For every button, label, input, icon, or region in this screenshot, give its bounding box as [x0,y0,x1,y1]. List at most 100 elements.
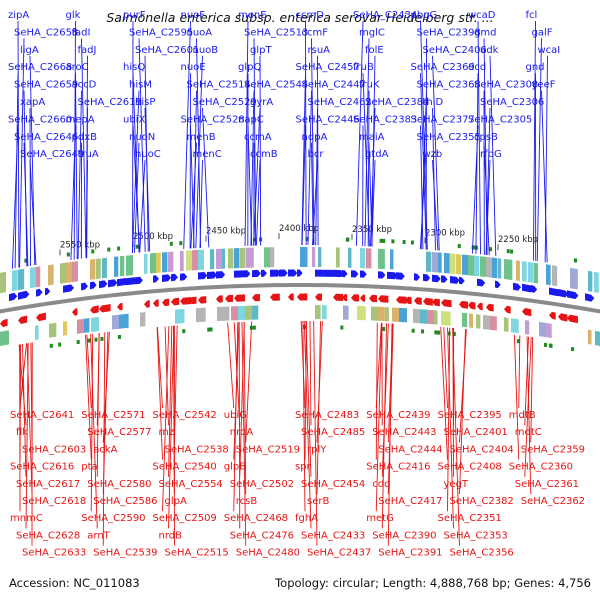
kbp-tick-label: 2250 kbp [498,235,538,245]
forward-gene-arrow [288,269,298,277]
rna-mark [107,247,111,252]
forward-gene-label: gtdA [365,149,389,160]
reverse-gene-arrow [396,296,407,304]
reverse-gene-arrow [252,294,260,302]
forward-gene-label: menE [238,10,267,21]
reverse-label-leader [530,337,534,443]
reverse-cog-block [476,314,481,329]
forward-gene-arrow [117,278,129,287]
forward-cog-block [486,256,494,278]
forward-gene-label: hisQ [123,62,145,73]
forward-gene-arrow [270,269,281,277]
rna-mark [346,237,350,242]
reverse-cog-block [413,308,421,324]
forward-gene-label: mglC [359,27,385,38]
forward-gene-arrow [297,269,303,277]
reverse-gene-label: SeHA_C2603 [22,444,86,455]
forward-gene-label: SeHA_C2355 [417,132,481,143]
reverse-label-leader [375,322,383,512]
reverse-gene-label: SeHA_C2401 [444,427,508,438]
forward-cog-block [96,258,101,279]
forward-gene-label: fruB [353,62,374,73]
forward-gene-label: menB [187,132,216,143]
forward-cog-block [162,252,168,273]
forward-cog-block [114,256,119,277]
forward-gene-label: folE [365,45,384,56]
reverse-gene-label: SeHA_C2590 [81,513,145,524]
reverse-gene-arrow [342,294,348,302]
rna-mark [391,239,395,244]
reverse-cog-block [525,320,530,335]
reverse-gene-label: spr [295,462,312,473]
forward-gene-arrow [315,269,327,277]
forward-gene-arrow [243,270,251,278]
forward-cog-block [534,262,538,284]
forward-gene-label: nuoF [181,10,206,21]
forward-cog-block [156,252,161,273]
reverse-cog-block [112,314,121,330]
reverse-gene-label: glpA [165,496,187,507]
forward-gene-arrow [207,271,217,279]
forward-gene-label: ccmB [250,149,278,160]
kbp-tick-label: 2300 kbp [425,228,465,238]
reverse-gene-label: SeHA_C2616 [10,462,74,473]
forward-cog-block [270,247,275,268]
forward-cog-block [102,257,107,279]
forward-gene-arrow [9,292,18,302]
reverse-cog-block [420,309,429,324]
rna-mark [543,342,547,347]
forward-gene-label: nuoN [129,132,155,143]
rna-mark [549,343,553,348]
forward-gene-label: wcaI [538,45,561,56]
reverse-cog-block [196,307,206,323]
forward-gene-label: gyrA [250,97,273,108]
reverse-gene-label: mdtB [509,410,536,421]
forward-cog-block [444,252,450,274]
reverse-gene-label: serB [307,496,329,507]
reverse-gene-arrow [189,296,197,305]
reverse-gene-label: SeHA_C2577 [87,427,151,438]
reverse-gene-label: rplY [307,444,327,455]
forward-gene-label: fruK [359,80,380,91]
reverse-gene-arrow [225,294,234,303]
rna-mark [410,240,414,245]
rna-mark [402,239,406,244]
forward-gene-arrow [63,284,74,293]
forward-cog-block [432,252,440,273]
forward-gene-label: SeHA_C2369 [411,62,475,73]
reverse-cog-block [77,318,85,334]
reverse-label-leader [85,334,92,460]
forward-gene-arrow [495,280,501,289]
forward-label-leader [311,38,315,246]
reverse-gene-arrow [117,302,123,311]
reverse-gene-arrow [216,295,223,303]
reverse-gene-label: SeHA_C2390 [372,530,436,541]
reverse-label-leader [302,320,306,512]
forward-cog-block [234,248,240,269]
reverse-gene-label: fghA [295,513,318,524]
forward-gene-arrow [126,277,138,286]
forward-gene-arrow [342,270,348,278]
reverse-gene-arrow [441,299,452,308]
reverse-cog-block [343,305,349,320]
reverse-gene-arrow [99,304,111,313]
forward-gene-label: SeHA_C2377 [411,114,475,125]
reverse-label-leader [238,322,241,529]
forward-gene-label: maiA [359,132,385,143]
rna-mark [574,258,578,263]
forward-label-leader [485,160,491,255]
forward-gene-label: ligA [20,45,39,56]
forward-gene-arrow [279,269,288,277]
forward-gene-label: rsuA [308,45,331,56]
forward-label-leader [132,125,141,253]
reverse-cog-block [119,313,129,329]
forward-gene-label: mepA [66,114,95,125]
forward-cog-block [360,248,366,269]
reverse-gene-label: metG [366,513,394,524]
rna-mark [91,249,95,254]
reverse-label-leader [452,327,460,546]
forward-label-leader [77,90,82,260]
reverse-gene-arrow [333,293,344,301]
reverse-cog-block [378,306,385,322]
reverse-label-leader [25,343,29,529]
